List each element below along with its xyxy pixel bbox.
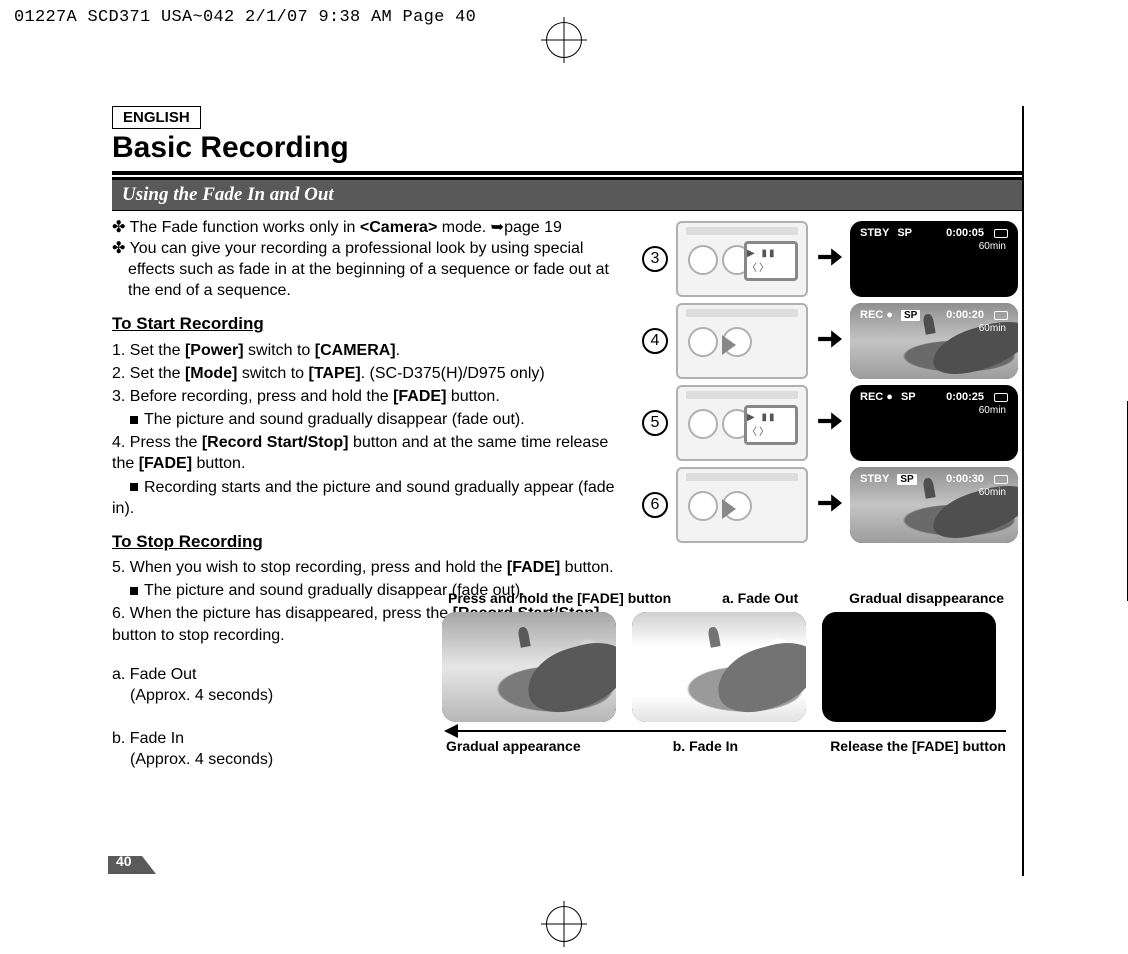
arrow-icon [816,408,842,439]
page-number-badge: 40 [108,850,156,874]
page-title: Basic Recording [112,131,1022,165]
camera-illustration-4 [676,303,808,379]
fade-sequence: Press and hold the [FADE] button a. Fade… [442,590,1010,754]
step-number-5: 5 [642,410,668,436]
step-row-3: 3 ▶ ▮▮ 〈〉 STBYSP0:00:05 60min [642,221,1022,297]
camera-illustration-5: ▶ ▮▮ 〈〉 [676,385,808,461]
seq-label-fadein: b. Fade In [673,738,738,754]
camera-illustration-6 [676,467,808,543]
prepress-slug: 01227A SCD371 USA~042 2/1/07 9:38 AM Pag… [14,8,476,27]
start-steps: 1. Set the [Power] switch to [CAMERA]. 2… [112,340,632,519]
page-content: ENGLISH Basic Recording Using the Fade I… [112,106,1024,876]
seq-label-disappear: Gradual disappearance [849,590,1004,606]
seq-label-release: Release the [FADE] button [830,738,1006,754]
step-number-6: 6 [642,492,668,518]
camera-illustration-3: ▶ ▮▮ 〈〉 [676,221,808,297]
start-recording-heading: To Start Recording [112,313,632,335]
step-row-6: 6 STBYSP0:00:30 60min [642,467,1022,543]
registration-mark-top [546,22,582,58]
stop-recording-heading: To Stop Recording [112,531,632,553]
seq-thumb-3 [822,612,996,722]
seq-label-press: Press and hold the [FADE] button [448,590,671,606]
language-badge: ENGLISH [112,106,201,129]
step-row-4: 4 REC ●SP0:00:20 60min [642,303,1022,379]
seq-timeline-arrow [446,730,1006,732]
lcd-screen-3: STBYSP0:00:05 60min [850,221,1018,297]
lcd-screen-4: REC ●SP0:00:20 60min [850,303,1018,379]
arrow-icon [816,244,842,275]
step-number-4: 4 [642,328,668,354]
page-number: 40 [116,853,132,869]
seq-thumb-1 [442,612,616,722]
seq-label-appear: Gradual appearance [446,738,581,754]
section-heading: Using the Fade In and Out [112,177,1022,211]
arrow-icon [816,326,842,357]
lcd-screen-5: REC ●SP0:00:25 60min [850,385,1018,461]
seq-label-fadeout: a. Fade Out [722,590,798,606]
step-number-3: 3 [642,246,668,272]
registration-mark-bottom [546,906,582,942]
intro-line-1: ✤ The Fade function works only in <Camer… [112,217,632,238]
seq-thumb-2 [632,612,806,722]
arrow-icon [816,490,842,521]
lcd-screen-6: STBYSP0:00:30 60min [850,467,1018,543]
step-row-5: 5 ▶ ▮▮ 〈〉 REC ●SP0:00:25 60min [642,385,1022,461]
intro-line-2: ✤ You can give your recording a professi… [112,238,632,301]
